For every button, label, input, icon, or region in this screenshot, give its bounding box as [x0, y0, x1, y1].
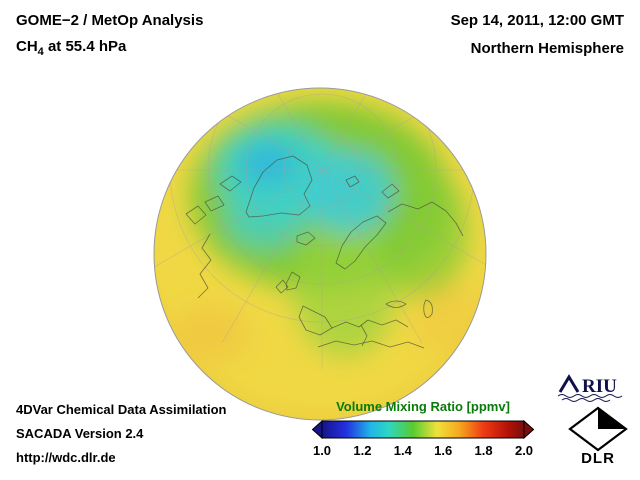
tick-label: 1.2: [353, 443, 372, 458]
tick-label: 2.0: [514, 443, 534, 458]
colorbar-gradient-bar: [321, 420, 525, 439]
date-time-label: Sep 14, 2011, 12:00 GMT: [450, 12, 624, 29]
coast-black-sea: [385, 300, 407, 308]
tick-label: 1.0: [312, 443, 332, 458]
pressure-level: at 55.4 hPa: [43, 38, 127, 55]
coast-north-africa: [317, 340, 425, 349]
globe-map: [153, 87, 487, 421]
analysis-title: GOME−2 / MetOp Analysis: [16, 12, 204, 29]
colorbar-left-arrow: [312, 420, 323, 439]
riu-logo: RIU: [557, 374, 623, 402]
coastlines: [185, 155, 464, 349]
tick-label: 1.8: [474, 443, 493, 458]
coast-greenland: [245, 155, 313, 218]
species-subscript: 4: [37, 46, 44, 58]
tick-label: 1.4: [393, 443, 412, 458]
globe-outline: [153, 87, 487, 421]
coast-caspian-sea: [423, 299, 433, 318]
graticule: [154, 88, 486, 370]
dlr-text: DLR: [581, 450, 615, 467]
assimilation-label: 4DVar Chemical Data Assimilation: [16, 402, 227, 417]
colorbar-tick-labels: 1.0 1.2 1.4 1.6 1.8 2.0: [312, 443, 534, 459]
website-url: http://wdc.dlr.de: [16, 450, 116, 465]
coast-scandinavia: [335, 215, 387, 270]
colorbar-right-arrow: [523, 420, 534, 439]
coast-british-isles: [275, 271, 301, 294]
colorbar: [312, 420, 534, 439]
riu-wave-lines-icon: [557, 394, 623, 402]
colorbar-title: Volume Mixing Ratio [ppmv]: [336, 399, 510, 414]
coast-hudson: [197, 233, 212, 299]
tick-label: 1.6: [434, 443, 453, 458]
riu-text: RIU: [582, 376, 617, 397]
coast-iberia: [298, 305, 333, 336]
mixing-ratio-color-field: [170, 101, 480, 364]
species-symbol: CH: [16, 38, 38, 55]
hemisphere-label: Northern Hemisphere: [470, 40, 624, 57]
coast-canadian-islands: [185, 175, 242, 225]
coast-russia-arctic: [381, 183, 464, 237]
coast-mediterranean: [331, 319, 409, 329]
dlr-logo-icon: [568, 406, 628, 452]
riu-peak-icon: [558, 374, 580, 393]
version-label: SACADA Version 2.4: [16, 426, 144, 441]
coast-iceland: [296, 231, 316, 246]
species-level-title: CH4 at 55.4 hPa: [16, 38, 126, 58]
coast-svalbard: [345, 175, 360, 188]
